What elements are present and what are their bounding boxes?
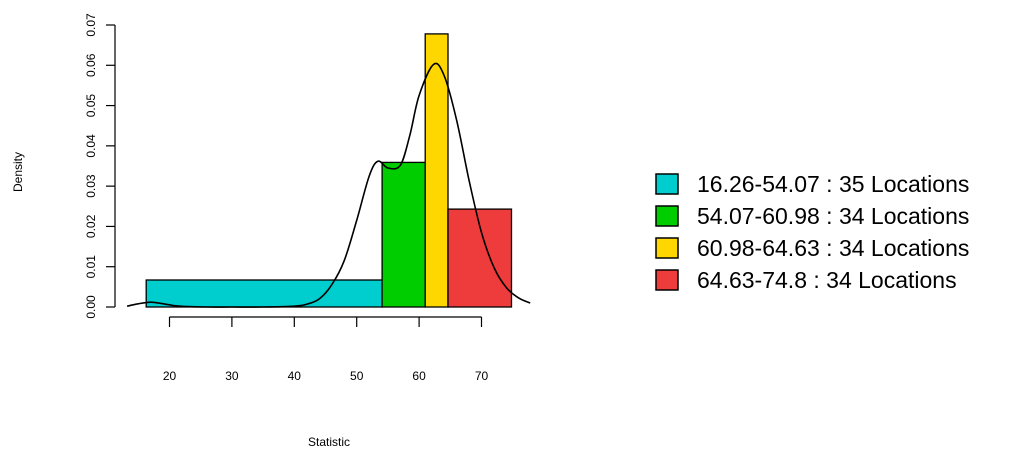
y-tick-label: 0.00 [84, 295, 98, 319]
y-tick-label: 0.07 [84, 13, 98, 37]
x-tick-label: 40 [288, 369, 302, 383]
x-tick-label: 60 [412, 369, 426, 383]
y-axis-title: Density [11, 152, 25, 192]
x-tick-label: 20 [163, 369, 177, 383]
x-tick-label: 70 [475, 369, 489, 383]
y-tick-label: 0.03 [84, 174, 98, 198]
histogram-bar-3 [424, 33, 449, 308]
histogram-bar-1 [145, 279, 383, 308]
legend-label-3: 60.98-64.63 : 34 Locations [697, 235, 969, 261]
legend: 16.26-54.07 : 35 Locations 54.07-60.98 : … [655, 171, 969, 293]
y-tick-label: 0.01 [84, 255, 98, 279]
legend-swatch-4 [655, 269, 679, 291]
legend-swatch-2 [655, 205, 679, 227]
y-tick-label: 0.04 [84, 134, 98, 158]
density-curve [126, 62, 531, 308]
legend-swatch-1 [655, 173, 679, 195]
histogram-bar-2 [381, 161, 426, 308]
x-tick-label: 30 [225, 369, 239, 383]
legend-label-1: 16.26-54.07 : 35 Locations [697, 171, 969, 197]
y-tick-label: 0.02 [84, 214, 98, 238]
y-tick-label: 0.06 [84, 53, 98, 77]
x-tick-label: 50 [350, 369, 364, 383]
x-axis-title: Statistic [308, 435, 350, 449]
legend-swatch-3 [655, 237, 679, 259]
y-tick-label: 0.05 [84, 94, 98, 118]
legend-label-4: 64.63-74.8 : 34 Locations [697, 267, 957, 293]
legend-label-2: 54.07-60.98 : 34 Locations [697, 203, 969, 229]
